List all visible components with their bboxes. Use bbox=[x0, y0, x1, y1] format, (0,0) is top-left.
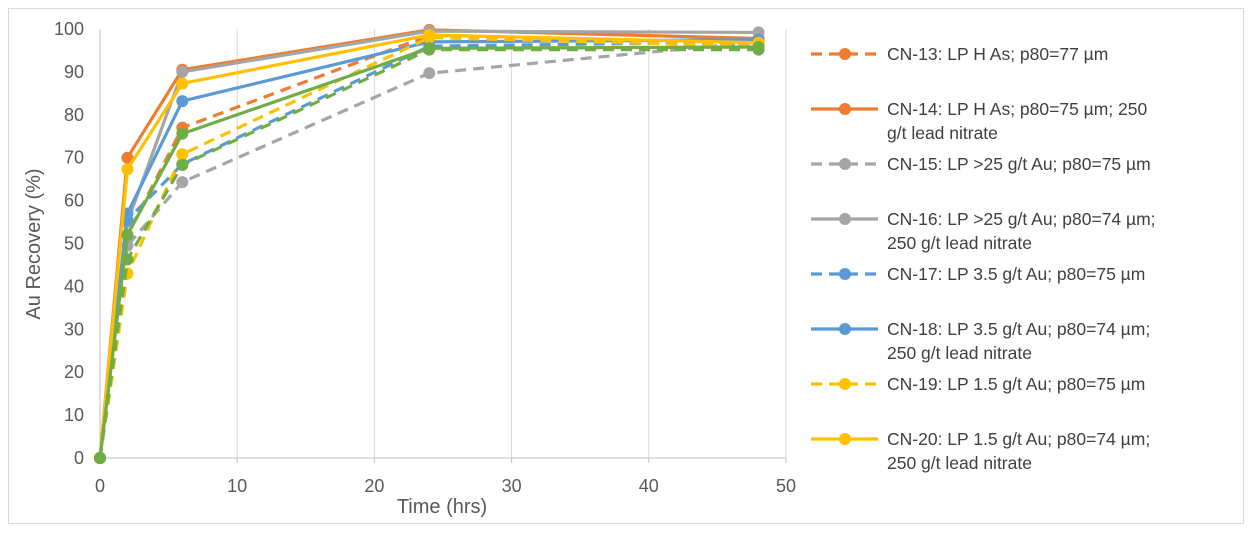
series-line bbox=[98, 38, 759, 459]
series-6 bbox=[94, 33, 765, 464]
legend-label: CN-20: LP 1.5 g/t Au; p80=74 µm; bbox=[887, 429, 1150, 449]
data-point bbox=[176, 65, 189, 78]
y-tick-labels: 0 10 20 30 40 50 60 70 80 90 100 bbox=[54, 19, 84, 468]
data-point bbox=[121, 151, 134, 164]
x-tick-labels: 0 10 20 30 40 50 bbox=[95, 476, 796, 496]
legend-label: CN-16: LP >25 g/t Au; p80=74 µm; bbox=[887, 209, 1156, 229]
legend-label: g/t lead nitrate bbox=[887, 123, 998, 143]
chart-frame bbox=[8, 8, 1244, 524]
legend-swatch-marker bbox=[839, 158, 851, 170]
legend-entry: CN-13: LP H As; p80=77 µm bbox=[811, 44, 1108, 64]
legend-swatch-marker bbox=[839, 48, 851, 60]
legend-label: 250 g/t lead nitrate bbox=[887, 233, 1032, 253]
series-line bbox=[98, 35, 759, 459]
series-7 bbox=[94, 31, 765, 464]
y-tick-label: 70 bbox=[64, 148, 84, 168]
series-2 bbox=[94, 23, 765, 464]
legend-swatch-marker bbox=[839, 213, 851, 225]
x-tick-label: 50 bbox=[776, 476, 796, 496]
series-10 bbox=[94, 41, 765, 464]
legend: CN-13: LP H As; p80=77 µm CN-14: LP H As;… bbox=[811, 44, 1156, 473]
y-tick-label: 50 bbox=[64, 234, 84, 254]
series-line bbox=[98, 28, 759, 459]
data-point bbox=[176, 176, 189, 189]
data-point bbox=[176, 77, 189, 90]
y-tick-label: 20 bbox=[64, 362, 84, 382]
legend-label: CN-19: LP 1.5 g/t Au; p80=75 µm bbox=[887, 374, 1145, 394]
legend-swatch-marker bbox=[839, 378, 851, 390]
axes bbox=[99, 29, 787, 463]
legend-swatch-marker bbox=[839, 433, 851, 445]
series-3 bbox=[94, 35, 765, 464]
series-1 bbox=[94, 29, 765, 464]
y-tick-label: 10 bbox=[64, 405, 84, 425]
data-point bbox=[423, 29, 436, 42]
y-tick-label: 100 bbox=[54, 19, 84, 39]
series-line bbox=[98, 29, 759, 459]
y-axis-title: Au Recovery (%) bbox=[23, 168, 45, 319]
legend-label: CN-17: LP 3.5 g/t Au; p80=75 µm bbox=[887, 264, 1145, 284]
series-5 bbox=[94, 35, 765, 464]
series-4 bbox=[94, 25, 765, 464]
series-line bbox=[98, 40, 759, 459]
data-point bbox=[176, 148, 189, 161]
x-axis-title: Time (hrs) bbox=[397, 496, 487, 518]
data-point bbox=[94, 452, 106, 464]
legend-label: CN-15: LP >25 g/t Au; p80=75 µm bbox=[887, 154, 1151, 174]
legend-label: 250 g/t lead nitrate bbox=[887, 343, 1032, 363]
data-point bbox=[423, 67, 436, 80]
y-tick-label: 0 bbox=[74, 448, 84, 468]
legend-label: CN-18: LP 3.5 g/t Au; p80=74 µm; bbox=[887, 319, 1150, 339]
data-point bbox=[176, 127, 189, 140]
data-point bbox=[752, 41, 765, 54]
legend-entry: CN-20: LP 1.5 g/t Au; p80=74 µm; 250 g/t … bbox=[811, 429, 1150, 473]
legend-entry: CN-16: LP >25 g/t Au; p80=74 µm; 250 g/t … bbox=[811, 209, 1156, 253]
data-point bbox=[176, 95, 189, 108]
series-group bbox=[94, 23, 765, 464]
series-8 bbox=[94, 29, 765, 464]
y-tick-label: 90 bbox=[64, 62, 84, 82]
y-tick-label: 80 bbox=[64, 105, 84, 125]
data-point bbox=[423, 42, 436, 55]
legend-swatch-marker bbox=[839, 323, 851, 335]
series-line bbox=[98, 47, 759, 459]
x-tick-label: 30 bbox=[502, 476, 522, 496]
legend-swatch-marker bbox=[839, 103, 851, 115]
data-point bbox=[176, 158, 189, 171]
data-point bbox=[121, 163, 134, 176]
y-tick-label: 40 bbox=[64, 276, 84, 296]
grid-lines bbox=[236, 29, 787, 458]
legend-entry: CN-14: LP H As; p80=75 µm; 250 g/t lead n… bbox=[811, 99, 1148, 143]
x-tick-label: 10 bbox=[227, 476, 247, 496]
series-line bbox=[98, 45, 759, 459]
data-point bbox=[121, 228, 134, 241]
x-tick-label: 40 bbox=[639, 476, 659, 496]
legend-swatch-marker bbox=[839, 268, 851, 280]
x-tick-label: 20 bbox=[364, 476, 384, 496]
legend-label: CN-13: LP H As; p80=77 µm bbox=[887, 44, 1108, 64]
legend-label: 250 g/t lead nitrate bbox=[887, 453, 1032, 473]
y-tick-label: 60 bbox=[64, 191, 84, 211]
series-line bbox=[98, 33, 759, 459]
legend-label: CN-14: LP H As; p80=75 µm; 250 bbox=[887, 99, 1148, 119]
legend-entry: CN-17: LP 3.5 g/t Au; p80=75 µm bbox=[811, 264, 1145, 284]
series-9 bbox=[94, 43, 765, 464]
legend-entry: CN-15: LP >25 g/t Au; p80=75 µm bbox=[811, 154, 1151, 174]
legend-entry: CN-19: LP 1.5 g/t Au; p80=75 µm bbox=[811, 374, 1145, 394]
y-tick-label: 30 bbox=[64, 319, 84, 339]
legend-entry: CN-18: LP 3.5 g/t Au; p80=74 µm; 250 g/t … bbox=[811, 319, 1150, 363]
x-tick-label: 0 bbox=[95, 476, 105, 496]
series-line bbox=[98, 40, 759, 459]
